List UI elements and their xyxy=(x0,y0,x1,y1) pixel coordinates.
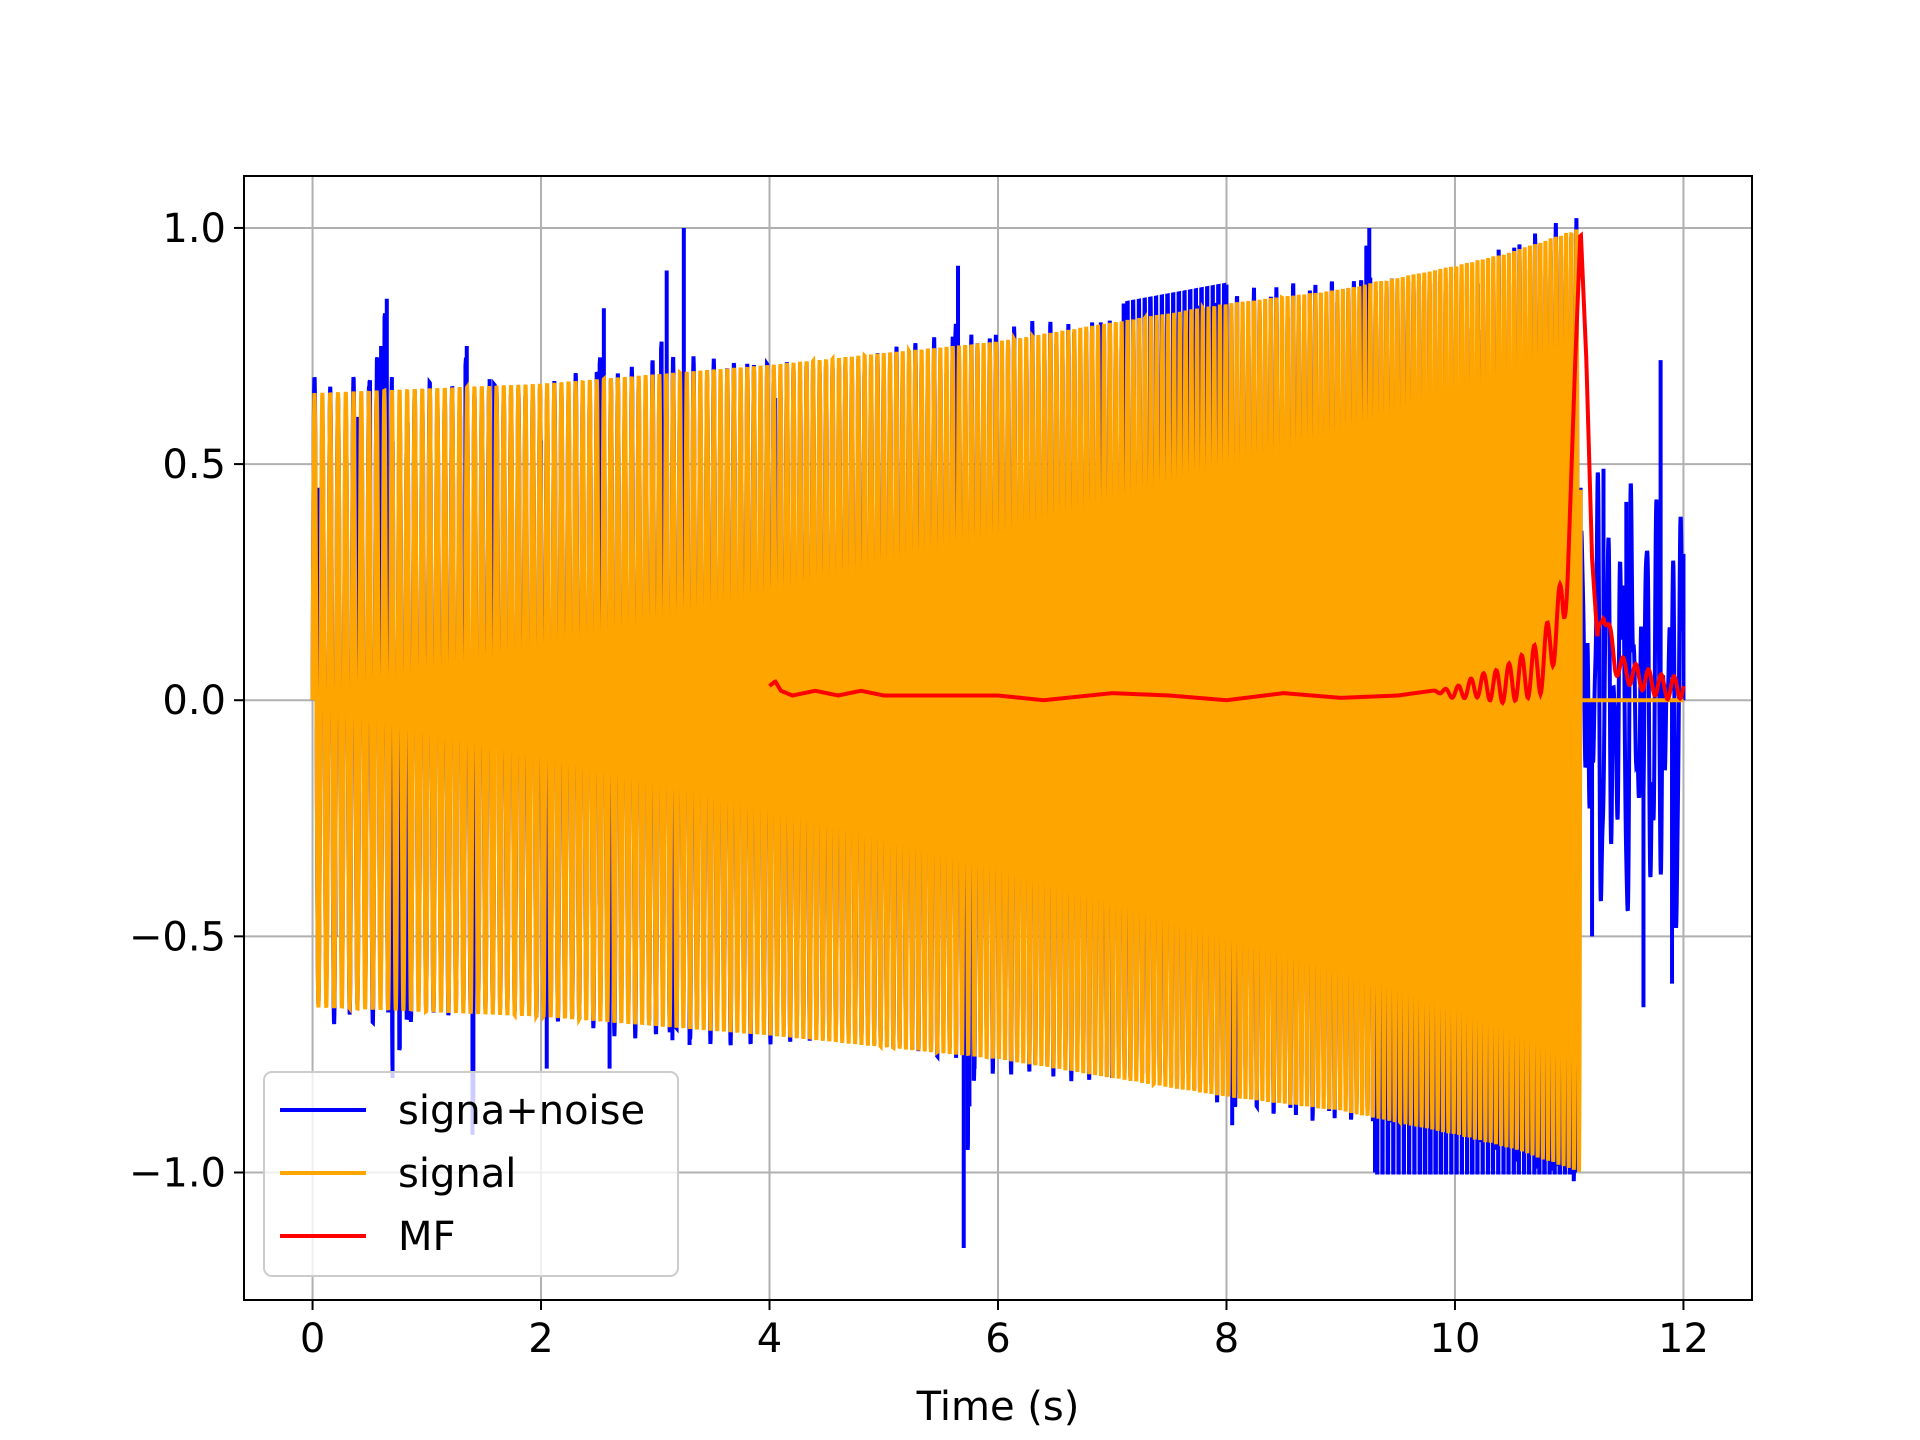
legend-label: MF xyxy=(398,1214,456,1260)
x-tick-label: 12 xyxy=(1658,1316,1709,1362)
series-signal-line xyxy=(310,229,1684,1172)
series-layer xyxy=(310,218,1686,1249)
series-mf-line xyxy=(768,231,1686,706)
x-tick-label: 2 xyxy=(528,1316,553,1362)
y-tick-label: −1.0 xyxy=(129,1150,226,1196)
legend: signa+noise signal MF xyxy=(263,1071,679,1277)
x-tick-label: 0 xyxy=(300,1316,325,1362)
legend-label: signal xyxy=(398,1151,516,1197)
y-tick-label: 0.0 xyxy=(162,678,226,724)
y-tick-label: 0.5 xyxy=(162,442,226,488)
x-axis-label: Time (s) xyxy=(916,1384,1080,1430)
axis-ticks: 0 2 4 6 8 10 12 1.0 0.5 0.0 −0.5 −1.0 xyxy=(129,206,1709,1362)
legend-label: signa+noise xyxy=(398,1088,645,1134)
x-tick-label: 10 xyxy=(1430,1316,1481,1362)
legend-box xyxy=(263,1071,679,1277)
x-tick-label: 6 xyxy=(985,1316,1010,1362)
y-tick-label: −0.5 xyxy=(129,914,226,960)
x-tick-label: 4 xyxy=(757,1316,782,1362)
y-tick-label: 1.0 xyxy=(162,206,226,252)
x-tick-label: 8 xyxy=(1214,1316,1239,1362)
